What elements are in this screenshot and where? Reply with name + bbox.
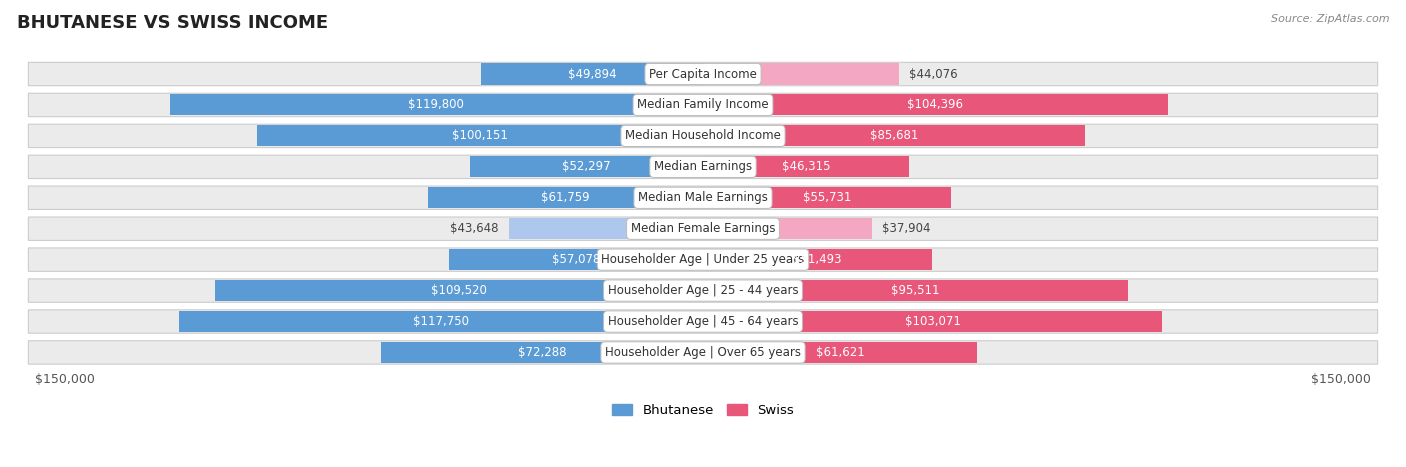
Bar [703, 187, 952, 208]
Bar [703, 342, 977, 363]
Bar [381, 342, 703, 363]
Text: $117,750: $117,750 [413, 315, 468, 328]
Text: $109,520: $109,520 [432, 284, 486, 297]
Text: $49,894: $49,894 [568, 68, 616, 80]
Text: Median Male Earnings: Median Male Earnings [638, 191, 768, 204]
Text: Householder Age | 45 - 64 years: Householder Age | 45 - 64 years [607, 315, 799, 328]
Text: Median Earnings: Median Earnings [654, 160, 752, 173]
Bar [449, 249, 703, 270]
Text: $72,288: $72,288 [517, 346, 567, 359]
Text: $51,493: $51,493 [793, 253, 842, 266]
Bar [703, 249, 932, 270]
Bar [470, 156, 703, 177]
FancyBboxPatch shape [28, 186, 1378, 210]
Text: $95,511: $95,511 [891, 284, 939, 297]
Text: Median Female Earnings: Median Female Earnings [631, 222, 775, 235]
Text: $52,297: $52,297 [562, 160, 610, 173]
Text: $46,315: $46,315 [782, 160, 831, 173]
Bar [703, 218, 872, 239]
Text: Median Household Income: Median Household Income [626, 129, 780, 142]
Bar [703, 311, 1161, 332]
Text: $100,151: $100,151 [453, 129, 508, 142]
Text: BHUTANESE VS SWISS INCOME: BHUTANESE VS SWISS INCOME [17, 14, 328, 32]
FancyBboxPatch shape [28, 310, 1378, 333]
Text: $103,071: $103,071 [904, 315, 960, 328]
Bar [703, 156, 910, 177]
Text: $85,681: $85,681 [869, 129, 918, 142]
Text: Householder Age | Over 65 years: Householder Age | Over 65 years [605, 346, 801, 359]
FancyBboxPatch shape [28, 248, 1378, 271]
Text: $61,621: $61,621 [815, 346, 865, 359]
Bar [170, 94, 703, 115]
FancyBboxPatch shape [28, 217, 1378, 241]
Bar [509, 218, 703, 239]
Text: $44,076: $44,076 [910, 68, 957, 80]
Text: $37,904: $37,904 [882, 222, 931, 235]
Legend: Bhutanese, Swiss: Bhutanese, Swiss [607, 398, 799, 422]
Bar [703, 64, 900, 85]
Bar [703, 125, 1084, 147]
Bar [257, 125, 703, 147]
Text: $43,648: $43,648 [450, 222, 499, 235]
Bar [215, 280, 703, 301]
Text: $150,000: $150,000 [1310, 374, 1371, 387]
FancyBboxPatch shape [28, 124, 1378, 148]
Bar [703, 280, 1129, 301]
Text: Source: ZipAtlas.com: Source: ZipAtlas.com [1271, 14, 1389, 24]
Text: $57,078: $57,078 [551, 253, 600, 266]
Text: $119,800: $119,800 [408, 99, 464, 112]
FancyBboxPatch shape [28, 279, 1378, 302]
Bar [427, 187, 703, 208]
Text: $150,000: $150,000 [35, 374, 96, 387]
FancyBboxPatch shape [28, 341, 1378, 364]
Text: Median Family Income: Median Family Income [637, 99, 769, 112]
Bar [481, 64, 703, 85]
Text: Householder Age | 25 - 44 years: Householder Age | 25 - 44 years [607, 284, 799, 297]
FancyBboxPatch shape [28, 93, 1378, 117]
Text: $61,759: $61,759 [541, 191, 589, 204]
FancyBboxPatch shape [28, 155, 1378, 178]
Text: $55,731: $55,731 [803, 191, 851, 204]
FancyBboxPatch shape [28, 62, 1378, 86]
Text: Householder Age | Under 25 years: Householder Age | Under 25 years [602, 253, 804, 266]
Bar [703, 94, 1168, 115]
Text: Per Capita Income: Per Capita Income [650, 68, 756, 80]
Text: $104,396: $104,396 [907, 99, 963, 112]
Bar [179, 311, 703, 332]
